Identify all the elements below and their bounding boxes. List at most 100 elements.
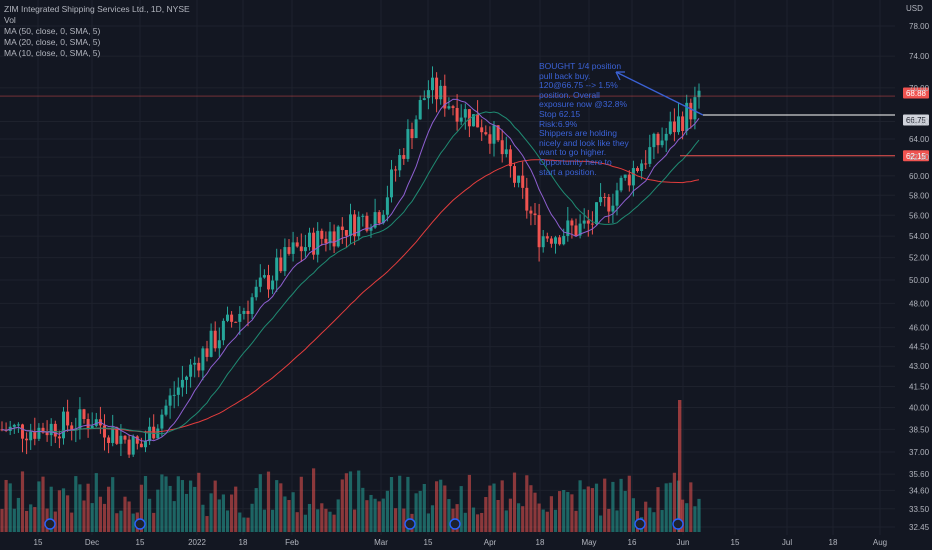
candle-body (369, 227, 373, 231)
volume-bar (262, 509, 266, 532)
volume-bar (681, 499, 685, 532)
price-label-entry (903, 114, 929, 126)
candle-body (447, 106, 451, 109)
event-marker-icon[interactable] (672, 518, 684, 530)
volume-bar (430, 505, 435, 532)
volume-bar (307, 503, 312, 532)
event-marker-icon[interactable] (634, 518, 646, 530)
trade-note[interactable]: BOUGHT 1/4 position pull back buy. 120@6… (539, 61, 639, 177)
candle-body (623, 174, 627, 178)
volume-bar (139, 484, 143, 532)
volume-bar (111, 477, 115, 532)
volume-bar (471, 507, 476, 532)
volume-bar (459, 486, 463, 532)
volume-bar (254, 488, 258, 532)
volume-bar (406, 476, 410, 532)
candle-body (246, 310, 250, 314)
candle-body (492, 125, 496, 144)
candle-body (262, 275, 266, 278)
volume-bar (385, 490, 389, 532)
volume-bar (631, 498, 635, 532)
candle-body (627, 174, 631, 186)
volume-bar (611, 481, 615, 532)
y-tick-label: 43.00 (909, 362, 930, 371)
volume-bar (558, 491, 562, 532)
candle-body (599, 196, 603, 203)
vol-label[interactable]: Vol (4, 15, 16, 25)
volume-bar (348, 471, 353, 532)
note-line: pull back buy. (539, 70, 591, 81)
volume-bar (504, 510, 508, 532)
event-marker-icon[interactable] (134, 518, 146, 530)
candle-body (25, 438, 29, 441)
candle-body (365, 215, 369, 231)
volume-bar (324, 508, 328, 532)
volume-bar (115, 513, 119, 532)
event-marker-icon[interactable] (404, 518, 416, 530)
candle-body (574, 225, 578, 236)
volume-bar (90, 503, 94, 532)
x-tick-label: 15 (34, 538, 43, 547)
symbol-title[interactable]: ZIM Integrated Shipping Services Ltd., 1… (4, 4, 190, 14)
candle-body (107, 437, 111, 443)
volume-bar (143, 476, 148, 532)
candle-body (472, 114, 475, 127)
volume-bar (529, 485, 533, 532)
volume-bar (488, 485, 492, 532)
annotation-arrow (615, 71, 704, 116)
volume-bar (61, 488, 66, 532)
volume-bar (353, 509, 357, 532)
x-tick-label: 15 (424, 538, 433, 547)
volume-bar (447, 499, 451, 532)
y-tick-label: 33.50 (909, 505, 930, 514)
candle-body (595, 202, 598, 225)
volume-bar (521, 506, 525, 532)
volume-bar (287, 500, 291, 532)
candle-body (418, 100, 422, 120)
volume-bar (119, 510, 123, 532)
candle-body (656, 133, 660, 146)
candle-body (94, 419, 98, 426)
volume-bar (221, 494, 225, 532)
price-label-stop (903, 150, 929, 162)
event-marker-icon[interactable] (44, 518, 56, 530)
candle-body (640, 163, 644, 171)
ma20-label[interactable]: MA (20, close, 0, SMA, 5) (4, 37, 101, 47)
volume-bar (49, 486, 53, 532)
candle-body (41, 427, 45, 433)
candle-body (681, 116, 685, 131)
volume-bar (127, 501, 131, 532)
candle-body (349, 214, 352, 236)
ma50-label[interactable]: MA (50, close, 0, SMA, 5) (4, 26, 101, 36)
candle-body (12, 424, 16, 427)
candle-body (312, 232, 316, 255)
candle-body (230, 314, 234, 322)
volume-bar (492, 483, 496, 532)
volume-bar (86, 483, 90, 532)
volume-bar (279, 483, 283, 532)
ma10-label[interactable]: MA (10, close, 0, SMA, 5) (4, 48, 101, 58)
x-tick-label: 15 (136, 538, 145, 547)
volume-bar (615, 510, 619, 532)
volume-bar (82, 500, 86, 532)
candle-body (521, 175, 525, 188)
x-tick-label: Jul (782, 538, 792, 547)
candle-body (86, 419, 90, 428)
candle-body (353, 214, 357, 237)
candle-body (652, 133, 656, 148)
candle-body (160, 414, 164, 429)
candle-body (217, 340, 221, 349)
volume-bar (377, 501, 381, 532)
candle-body (283, 247, 287, 272)
candle-body (504, 149, 508, 155)
volume-bar (102, 503, 107, 532)
volume-bar (574, 510, 578, 532)
candle-body (402, 155, 406, 159)
candle-body (193, 362, 197, 365)
volume-bar (508, 498, 512, 532)
candle-body (644, 163, 648, 165)
volume-bar (16, 497, 20, 532)
event-marker-icon[interactable] (449, 518, 461, 530)
volume-bar (496, 499, 500, 532)
